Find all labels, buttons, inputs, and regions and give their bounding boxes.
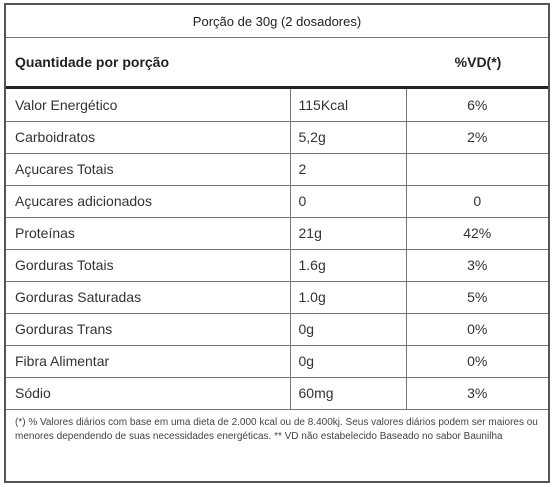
portion-size: Porção de 30g (2 dosadores): [6, 5, 548, 38]
nutrient-name: Açucares Totais: [6, 153, 291, 186]
nutrient-amount: 1.6g: [290, 249, 407, 282]
nutrient-name: Gorduras Trans: [6, 313, 291, 346]
nutrient-vd: 5%: [406, 281, 548, 314]
table-row: Gorduras Trans 0g 0%: [6, 313, 548, 346]
nutrition-facts-table: Porção de 30g (2 dosadores) Quantidade p…: [4, 3, 550, 483]
nutrient-name: Valor Energético: [6, 89, 291, 122]
nutrient-vd: 3%: [406, 249, 548, 282]
nutrient-amount: 0: [290, 185, 407, 218]
nutrient-vd: 42%: [406, 217, 548, 250]
table-row: Valor Energético 115Kcal 6%: [6, 89, 548, 122]
table-row: Gorduras Totais 1.6g 3%: [6, 249, 548, 282]
nutrient-vd: [406, 153, 548, 186]
table-row: Açucares adicionados 0 0: [6, 185, 548, 218]
nutrient-name: Gorduras Totais: [6, 249, 291, 282]
nutrient-name: Fibra Alimentar: [6, 345, 291, 378]
table-row: Gorduras Saturadas 1.0g 5%: [6, 281, 548, 314]
table-row: Açucares Totais 2: [6, 153, 548, 186]
nutrient-vd: 6%: [406, 89, 548, 122]
header-quantity: Quantidade por porção: [15, 54, 170, 70]
nutrient-amount: 2: [290, 153, 407, 186]
nutrient-name: Gorduras Saturadas: [6, 281, 291, 314]
nutrients-table: Valor Energético 115Kcal 6% Carboidratos…: [6, 89, 548, 410]
nutrient-amount: 0g: [290, 313, 407, 346]
nutrient-amount: 115Kcal: [290, 89, 407, 122]
footnote: (*) % Valores diários com base em uma di…: [15, 416, 538, 442]
table-row: Sódio 60mg 3%: [6, 377, 548, 410]
nutrient-name: Proteínas: [6, 217, 291, 250]
nutrient-name: Açucares adicionados: [6, 185, 291, 218]
nutrient-amount: 5,2g: [290, 121, 407, 154]
nutrient-name: Carboidratos: [6, 121, 291, 154]
nutrient-vd: 0: [406, 185, 548, 218]
table-row: Proteínas 21g 42%: [6, 217, 548, 250]
header-vd: %VD(*): [454, 54, 502, 70]
table-header: Quantidade por porção %VD(*): [6, 38, 548, 89]
nutrient-name: Sódio: [6, 377, 291, 410]
nutrient-amount: 0g: [290, 345, 407, 378]
nutrient-amount: 1.0g: [290, 281, 407, 314]
nutrient-vd: 3%: [406, 377, 548, 410]
nutrient-vd: 2%: [406, 121, 548, 154]
nutrient-amount: 60mg: [290, 377, 407, 410]
nutrient-amount: 21g: [290, 217, 407, 250]
table-row: Fibra Alimentar 0g 0%: [6, 345, 548, 378]
nutrient-vd: 0%: [406, 345, 548, 378]
nutrient-vd: 0%: [406, 313, 548, 346]
table-row: Carboidratos 5,2g 2%: [6, 121, 548, 154]
